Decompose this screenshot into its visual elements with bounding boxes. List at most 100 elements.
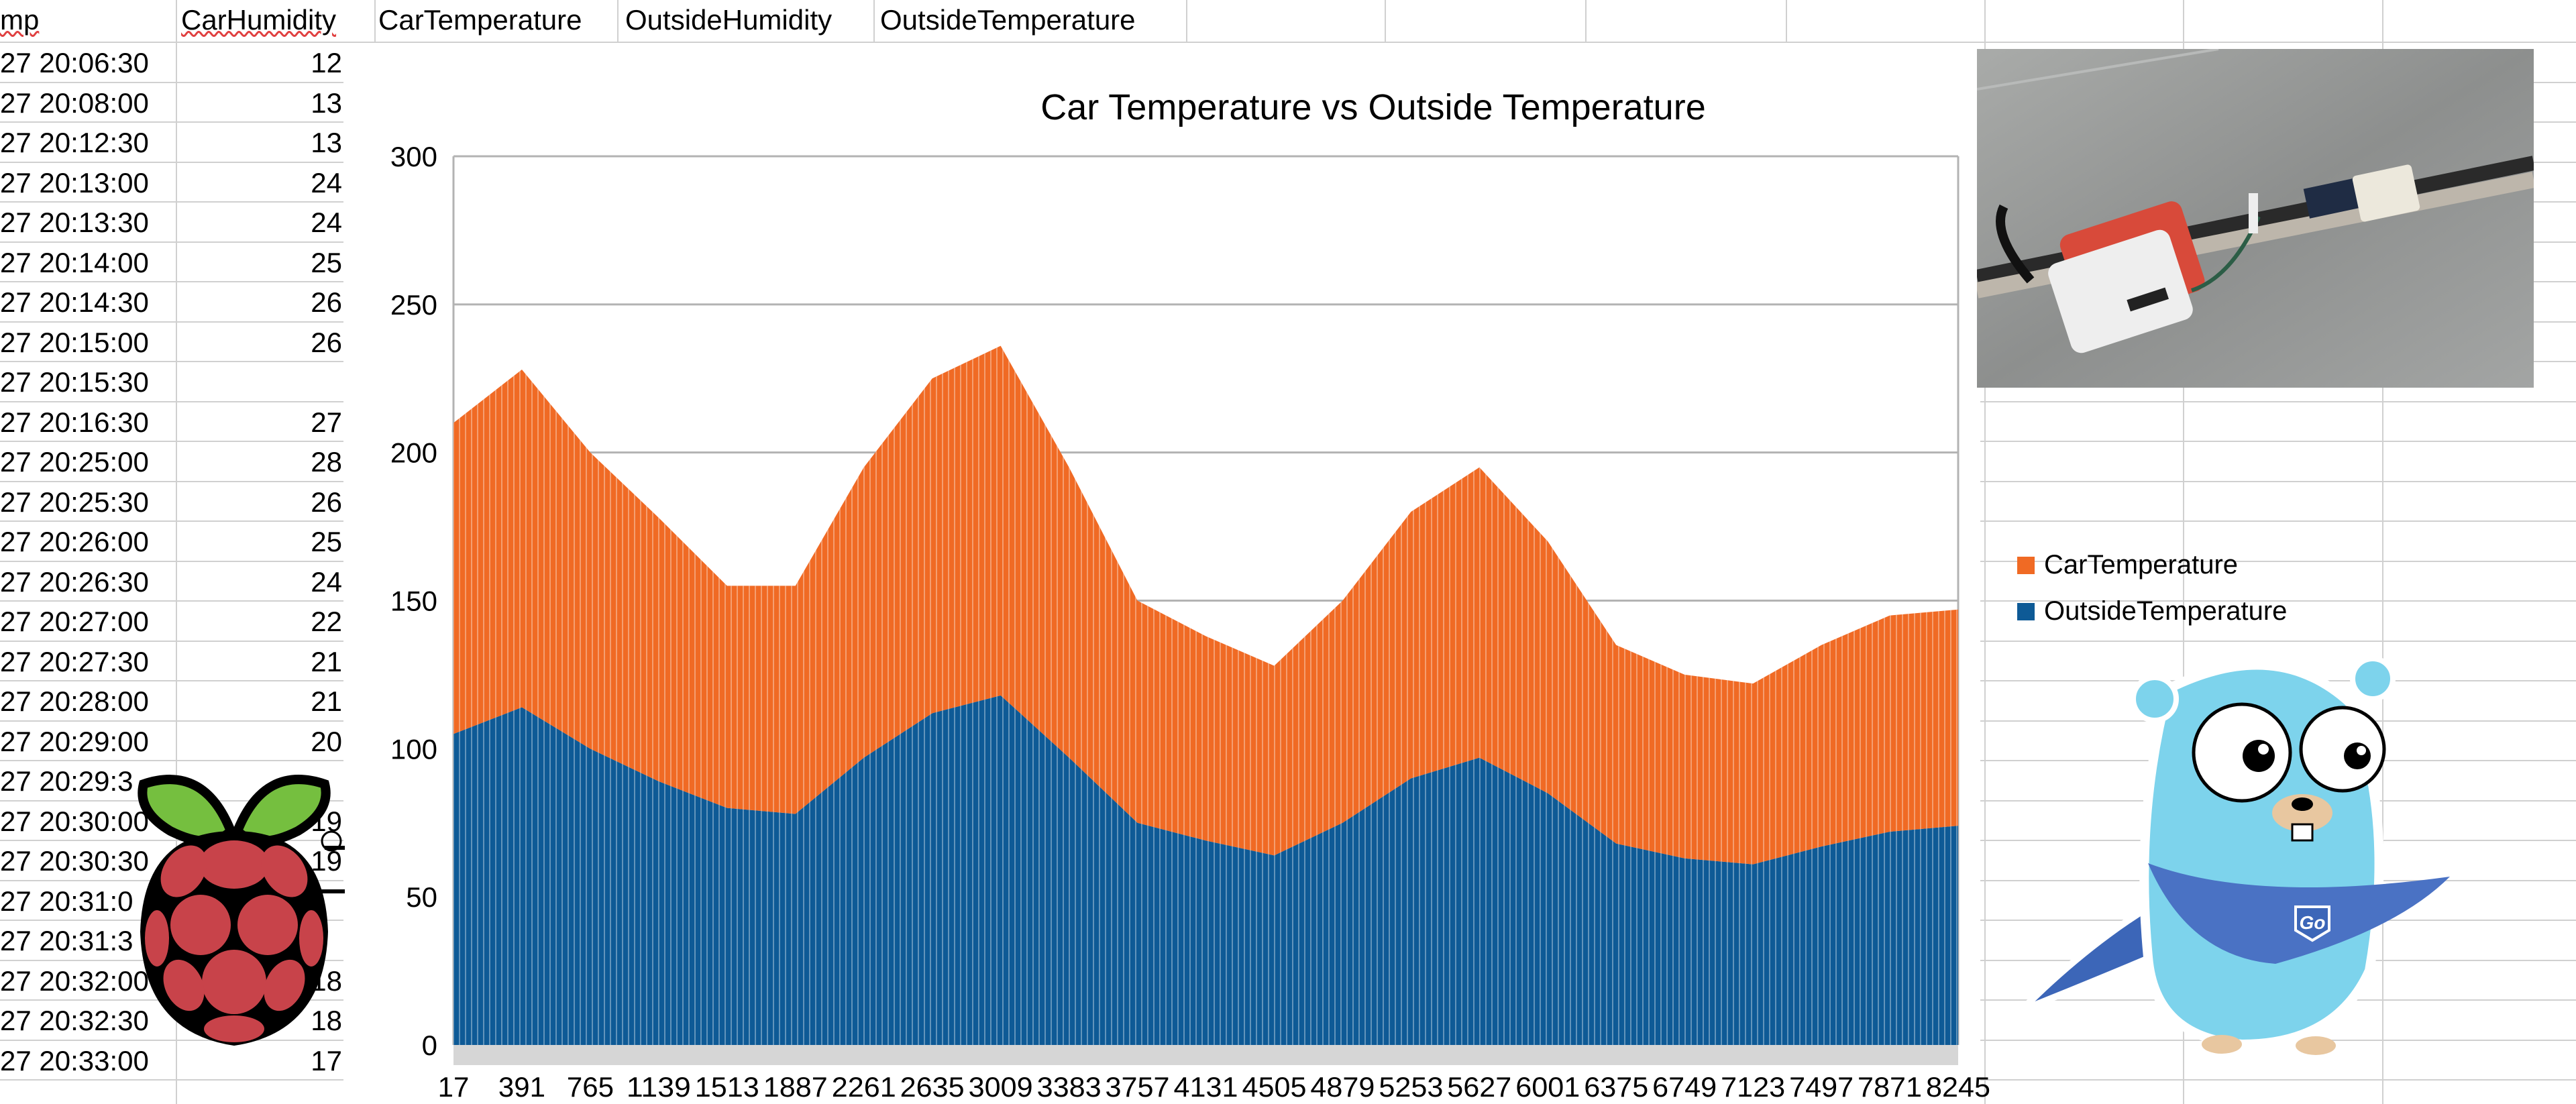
- column-header-car-temperature[interactable]: CarTemperature: [378, 0, 613, 43]
- cell-timestamp[interactable]: 27 20:14:30: [0, 282, 176, 322]
- cell-car-humidity[interactable]: 20: [311, 725, 342, 757]
- y-tick-label: 250: [390, 289, 437, 321]
- column-header-outside-humidity[interactable]: OutsideHumidity: [625, 0, 870, 43]
- raspberry-pi-logo: [138, 775, 345, 1046]
- cell-text: 27 20:31:0: [0, 885, 133, 917]
- x-tick-label: 4131: [1174, 1071, 1238, 1103]
- header-text: CarTemperature: [378, 4, 582, 36]
- cell-text: 27 20:31:3: [0, 925, 133, 956]
- sensor-photo[interactable]: [1977, 49, 2534, 388]
- area-texture: [453, 695, 1958, 1045]
- cell-car-humidity[interactable]: 19: [311, 845, 342, 877]
- cell-timestamp[interactable]: 27 20:28:00: [0, 681, 176, 721]
- cell-car-humidity[interactable]: 26: [311, 486, 342, 518]
- cell-car-humidity[interactable]: 27: [311, 406, 342, 438]
- cell-text: 27 20:14:00: [0, 246, 149, 278]
- cell-timestamp[interactable]: 27 20:25:30: [0, 482, 176, 522]
- cell-text: 27 20:13:00: [0, 166, 149, 199]
- legend-item-outside-temperature: OutsideTemperature: [2017, 588, 2287, 634]
- cell-timestamp[interactable]: 27 20:06:30: [0, 43, 176, 82]
- cell-car-humidity[interactable]: 26: [311, 286, 342, 318]
- cell-car-humidity[interactable]: 28: [311, 446, 342, 478]
- cell-car-humidity[interactable]: 24: [311, 166, 342, 199]
- cell-timestamp[interactable]: 27 20:30:00: [0, 802, 176, 841]
- x-tick-label: 7871: [1858, 1071, 1922, 1103]
- cell-text: 27 20:30:00: [0, 805, 149, 837]
- column-header-timestamp[interactable]: mp: [0, 0, 173, 43]
- cell-timestamp[interactable]: 27 20:32:00: [0, 961, 176, 1001]
- header-text: mp: [0, 4, 40, 36]
- legend-swatch: [2017, 602, 2035, 620]
- x-tick-label: 1887: [763, 1071, 828, 1103]
- cell-car-humidity[interactable]: 13: [311, 127, 342, 158]
- cell-timestamp[interactable]: 27 20:16:30: [0, 402, 176, 442]
- cell-timestamp[interactable]: 27 20:31:3: [0, 921, 176, 960]
- x-tick-label: 17: [438, 1071, 470, 1103]
- cell-text: 27 20:16:30: [0, 406, 149, 438]
- cell-timestamp[interactable]: 27 20:25:00: [0, 442, 176, 482]
- y-tick-label: 50: [406, 881, 437, 913]
- row-divider: [0, 42, 2576, 43]
- x-tick-label: 5627: [1447, 1071, 1511, 1103]
- cell-text: 27 20:32:00: [0, 964, 149, 997]
- legend-label: OutsideTemperature: [2044, 596, 2288, 626]
- cell-timestamp[interactable]: 27 20:14:00: [0, 243, 176, 282]
- cell-timestamp[interactable]: 27 20:13:00: [0, 163, 176, 203]
- cell-timestamp[interactable]: 27 20:30:30: [0, 841, 176, 881]
- cell-car-humidity[interactable]: 13: [311, 87, 342, 119]
- header-text: OutsideTemperature: [880, 4, 1136, 36]
- x-tick-label: 6375: [1584, 1071, 1648, 1103]
- column-header-car-humidity[interactable]: CarHumidity: [181, 0, 342, 43]
- cell-car-humidity[interactable]: 12: [311, 47, 342, 78]
- cell-timestamp[interactable]: 27 20:33:00: [0, 1041, 176, 1081]
- cell-car-humidity[interactable]: 21: [311, 685, 342, 717]
- gopher-badge-text: Go: [2300, 912, 2326, 933]
- y-tick-label: 200: [390, 437, 437, 469]
- go-gopher-mascot: Go: [2021, 656, 2450, 1055]
- x-tick-label: 1139: [627, 1071, 691, 1103]
- x-tick-label: 391: [498, 1071, 545, 1103]
- cell-timestamp[interactable]: 27 20:32:30: [0, 1001, 176, 1040]
- cell-text: 27 20:14:30: [0, 286, 149, 318]
- cell-text: 27 20:15:30: [0, 366, 149, 398]
- cell-car-humidity[interactable]: 17: [311, 1044, 342, 1077]
- cell-timestamp[interactable]: 27 20:29:00: [0, 722, 176, 761]
- x-tick-label: 6001: [1515, 1071, 1580, 1103]
- x-tick-label: 4505: [1242, 1071, 1306, 1103]
- x-tick-label: 1513: [695, 1071, 759, 1103]
- legend-label: CarTemperature: [2044, 550, 2239, 579]
- cell-timestamp[interactable]: 27 20:12:30: [0, 123, 176, 162]
- cell-car-humidity[interactable]: 18: [311, 1005, 342, 1036]
- cell-timestamp[interactable]: 27 20:15:00: [0, 323, 176, 362]
- cell-timestamp[interactable]: 27 20:26:30: [0, 562, 176, 602]
- cell-text: 27 20:33:00: [0, 1044, 149, 1077]
- cell-car-humidity[interactable]: 24: [311, 565, 342, 598]
- cell-timestamp[interactable]: 27 20:27:00: [0, 602, 176, 641]
- column-header-outside-temperature[interactable]: OutsideTemperature: [880, 0, 1182, 43]
- cell-timestamp[interactable]: 27 20:27:30: [0, 642, 176, 681]
- y-tick-label: 0: [422, 1030, 437, 1061]
- cell-timestamp[interactable]: 27 20:29:3: [0, 761, 176, 801]
- column-divider: [2382, 0, 2383, 1104]
- x-tick-label: 4879: [1310, 1071, 1375, 1103]
- header-text: OutsideHumidity: [625, 4, 833, 36]
- x-tick-label: 5253: [1379, 1071, 1443, 1103]
- cell-text: 27 20:06:30: [0, 47, 149, 78]
- cell-car-humidity[interactable]: 22: [311, 606, 342, 637]
- cell-timestamp[interactable]: 27 20:26:00: [0, 522, 176, 561]
- cell-timestamp[interactable]: 27 20:15:30: [0, 362, 176, 402]
- cell-car-humidity[interactable]: 21: [311, 645, 342, 677]
- cell-car-humidity[interactable]: 25: [311, 246, 342, 278]
- cell-car-humidity[interactable]: 26: [311, 326, 342, 358]
- x-axis-band: [453, 1045, 1958, 1065]
- y-tick-label: 100: [390, 733, 437, 765]
- cell-car-humidity[interactable]: 24: [311, 207, 342, 238]
- cell-car-humidity[interactable]: 25: [311, 526, 342, 557]
- area-texture: [453, 345, 1958, 865]
- cell-text: 27 20:26:30: [0, 565, 149, 598]
- legend-item-car-temperature: CarTemperature: [2017, 542, 2287, 588]
- cell-timestamp[interactable]: 27 20:08:00: [0, 83, 176, 123]
- cell-timestamp[interactable]: 27 20:31:0: [0, 881, 176, 921]
- cell-timestamp[interactable]: 27 20:13:30: [0, 203, 176, 242]
